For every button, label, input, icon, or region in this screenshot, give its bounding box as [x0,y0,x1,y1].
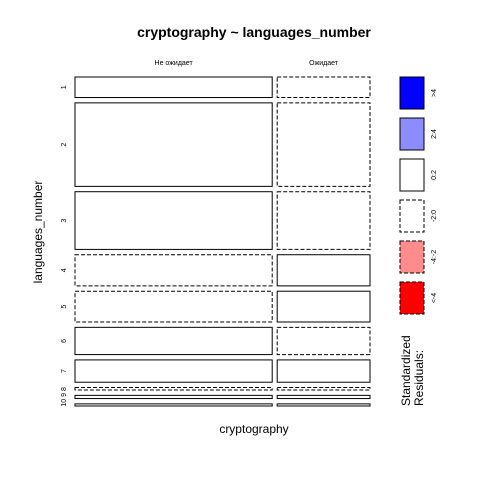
legend-label: 2:4 [431,129,438,139]
row-label: 6 [61,339,68,343]
mosaic-tile [74,359,273,383]
row-label: 4 [61,268,68,272]
legend-label: <-4 [431,293,438,303]
legend-swatch [399,117,425,151]
mosaic-tile [276,326,371,356]
mosaic-tile [74,191,273,250]
legend: >4 2:4 0:2 -2:0 -4:-2 <-4 Standardized Residual… [399,76,438,406]
mosaic-tile [276,76,371,99]
legend-label: -4:-2 [431,250,438,265]
mosaic-tile [74,326,273,356]
legend-label: >4 [431,89,438,97]
y-axis-label: languages_number [31,181,45,284]
legend-label: -2:0 [431,210,438,222]
mosaic-tile [74,387,273,391]
mosaic-tile [276,290,371,323]
mosaic-tiles [74,76,371,407]
row-label: 2 [61,143,68,147]
mosaic-tile [276,359,371,383]
row-label: 3 [61,219,68,223]
mosaic-tile [74,394,273,400]
mosaic-tile [74,290,273,323]
column-labels: Не ожидает Ожидает [155,60,339,67]
legend-swatch [399,281,425,315]
mosaic-tile [276,191,371,250]
legend-swatch [399,76,425,110]
mosaic-tile [276,102,371,187]
x-axis-label: cryptography [219,422,288,436]
mosaic-tile [74,403,273,407]
row-labels: 1 2 3 4 5 6 7 10 9 8 [61,85,68,406]
mosaic-tile [74,102,273,187]
mosaic-tile [276,387,371,391]
legend-swatch [399,240,425,274]
legend-swatch [399,199,425,233]
mosaic-tile [74,76,273,99]
column-label: Не ожидает [155,60,194,67]
legend-swatch [399,158,425,192]
mosaic-tile [276,254,371,287]
mosaic-tile [276,394,371,400]
mosaic-tile [74,254,273,287]
legend-label: 0:2 [431,170,438,180]
row-label: 5 [61,305,68,309]
row-label: 7 [61,369,68,373]
legend-title: Standardized [399,335,413,406]
row-label: 10 9 8 [61,387,68,407]
row-label: 1 [61,85,68,89]
mosaic-tile [276,403,371,407]
column-label: Ожидает [309,60,339,67]
legend-title: Residuals: [412,350,426,406]
chart-title: cryptography ~ languages_number [137,24,371,40]
